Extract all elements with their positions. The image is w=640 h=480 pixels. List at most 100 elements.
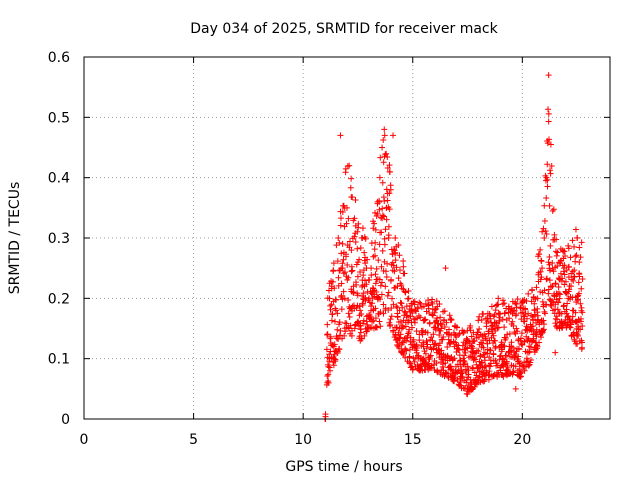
data-point xyxy=(468,343,475,350)
data-point xyxy=(354,273,361,280)
data-point xyxy=(357,245,364,252)
data-point xyxy=(475,374,482,381)
data-point xyxy=(447,363,454,370)
data-point xyxy=(552,248,559,255)
data-point xyxy=(501,324,508,331)
data-point xyxy=(487,363,494,370)
data-point xyxy=(444,343,451,350)
data-point xyxy=(565,245,572,252)
data-point xyxy=(330,260,337,267)
data-point xyxy=(521,313,528,320)
data-point xyxy=(575,279,582,286)
data-point xyxy=(347,184,354,191)
data-point xyxy=(494,324,501,331)
data-point xyxy=(437,314,444,321)
data-point xyxy=(340,288,347,295)
data-point xyxy=(342,328,349,335)
data-point xyxy=(490,351,497,358)
data-point xyxy=(497,311,504,318)
data-point xyxy=(427,353,434,360)
data-point xyxy=(488,303,495,310)
data-point xyxy=(405,330,412,337)
data-point xyxy=(440,334,447,341)
data-point xyxy=(383,216,390,223)
data-point xyxy=(544,161,551,168)
data-point xyxy=(547,141,554,148)
data-point xyxy=(352,222,359,229)
data-point xyxy=(492,343,499,350)
data-point xyxy=(561,262,568,269)
data-point xyxy=(447,355,454,362)
data-point xyxy=(462,341,469,348)
data-point xyxy=(379,179,386,186)
data-point xyxy=(446,312,453,319)
data-point xyxy=(390,132,397,139)
data-point xyxy=(541,308,548,315)
y-tick-label: 0.6 xyxy=(48,50,70,66)
data-point xyxy=(400,263,407,270)
data-point xyxy=(349,194,356,201)
data-point xyxy=(358,335,365,342)
data-point xyxy=(476,313,483,320)
data-point xyxy=(545,106,552,113)
data-point xyxy=(541,235,548,241)
data-point xyxy=(359,225,366,232)
data-point xyxy=(460,330,467,337)
data-point xyxy=(383,273,390,280)
data-point xyxy=(543,194,550,201)
data-point xyxy=(357,329,364,336)
data-point xyxy=(554,316,561,323)
data-point xyxy=(579,322,586,329)
data-point xyxy=(407,313,414,320)
data-point xyxy=(410,336,417,343)
data-point xyxy=(424,341,431,348)
data-point xyxy=(389,259,396,266)
data-point xyxy=(544,140,551,147)
data-point xyxy=(529,286,536,293)
data-point xyxy=(376,197,383,204)
data-point xyxy=(460,328,467,335)
data-point xyxy=(360,317,367,324)
data-point xyxy=(458,366,465,373)
data-point xyxy=(378,279,385,286)
data-point xyxy=(380,301,387,308)
data-point xyxy=(437,320,444,327)
data-point xyxy=(368,265,375,272)
data-point xyxy=(431,341,438,348)
data-point xyxy=(560,265,567,272)
data-point xyxy=(553,252,560,259)
data-point xyxy=(373,288,380,295)
data-point xyxy=(509,318,516,325)
x-tick-label: 5 xyxy=(189,432,198,448)
data-point xyxy=(385,289,392,296)
data-point xyxy=(397,299,404,306)
data-point xyxy=(571,243,578,250)
data-point xyxy=(343,220,350,227)
data-point xyxy=(513,325,520,332)
data-point xyxy=(354,292,361,299)
data-point xyxy=(361,283,368,290)
data-point xyxy=(325,363,332,370)
data-point xyxy=(380,136,387,143)
data-point xyxy=(356,256,363,263)
data-point xyxy=(346,238,353,245)
data-point xyxy=(547,242,554,249)
data-point xyxy=(381,197,388,204)
data-point xyxy=(366,276,373,283)
data-point xyxy=(363,313,370,320)
data-point xyxy=(579,275,586,282)
data-point xyxy=(440,356,447,363)
data-point xyxy=(332,356,339,363)
data-point xyxy=(543,174,550,181)
data-point xyxy=(540,317,547,324)
data-point xyxy=(578,337,585,344)
data-point xyxy=(324,331,331,338)
data-point xyxy=(464,391,471,398)
data-point xyxy=(493,320,500,327)
data-point xyxy=(534,305,541,312)
data-point xyxy=(517,337,524,344)
data-point xyxy=(349,267,356,274)
data-point xyxy=(341,332,348,339)
data-point xyxy=(486,368,493,375)
data-point xyxy=(411,298,418,305)
